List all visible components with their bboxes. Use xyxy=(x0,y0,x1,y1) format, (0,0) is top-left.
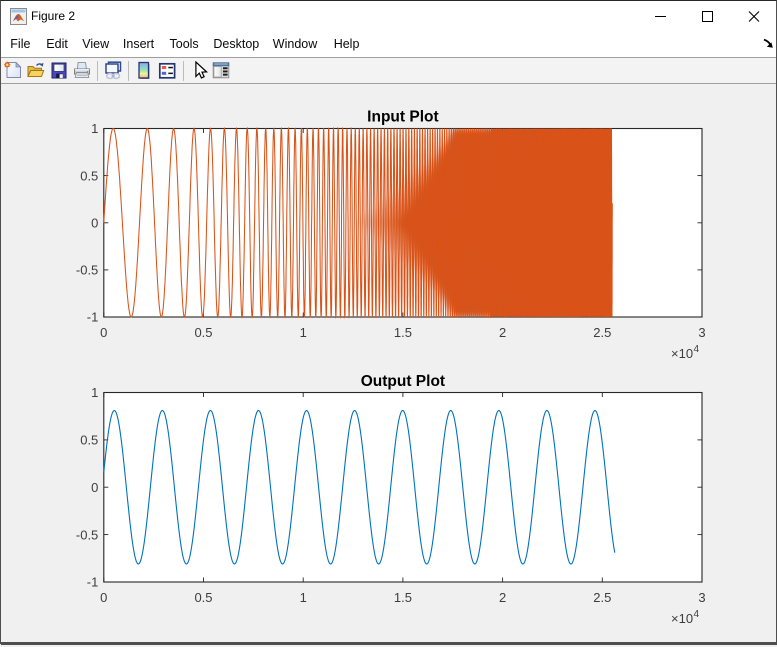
svg-text:2: 2 xyxy=(499,590,506,605)
svg-text:0.5: 0.5 xyxy=(194,590,212,605)
svg-text:×10: ×10 xyxy=(671,346,693,361)
svg-text:0: 0 xyxy=(91,215,98,230)
svg-text:-0.5: -0.5 xyxy=(76,527,98,542)
svg-text:4: 4 xyxy=(694,344,700,355)
svg-text:0.5: 0.5 xyxy=(80,168,98,183)
svg-text:1: 1 xyxy=(300,590,307,605)
svg-text:3: 3 xyxy=(698,590,705,605)
svg-text:×10: ×10 xyxy=(671,611,693,626)
svg-text:1.5: 1.5 xyxy=(394,590,412,605)
svg-text:-1: -1 xyxy=(87,575,99,590)
svg-text:0: 0 xyxy=(100,590,107,605)
svg-text:0: 0 xyxy=(100,325,107,340)
svg-text:-0.5: -0.5 xyxy=(76,263,98,278)
svg-text:Input Plot: Input Plot xyxy=(367,109,438,126)
svg-text:3: 3 xyxy=(698,325,705,340)
svg-text:1: 1 xyxy=(91,121,98,136)
svg-text:1: 1 xyxy=(300,325,307,340)
svg-text:1.5: 1.5 xyxy=(394,325,412,340)
svg-text:0: 0 xyxy=(91,480,98,495)
svg-text:0.5: 0.5 xyxy=(194,325,212,340)
svg-text:2: 2 xyxy=(499,325,506,340)
svg-text:-1: -1 xyxy=(87,310,99,325)
svg-text:4: 4 xyxy=(694,609,700,620)
svg-text:Output Plot: Output Plot xyxy=(361,373,445,390)
svg-text:2.5: 2.5 xyxy=(593,590,611,605)
svg-text:2.5: 2.5 xyxy=(593,325,611,340)
svg-text:1: 1 xyxy=(91,385,98,400)
svg-text:0.5: 0.5 xyxy=(80,433,98,448)
